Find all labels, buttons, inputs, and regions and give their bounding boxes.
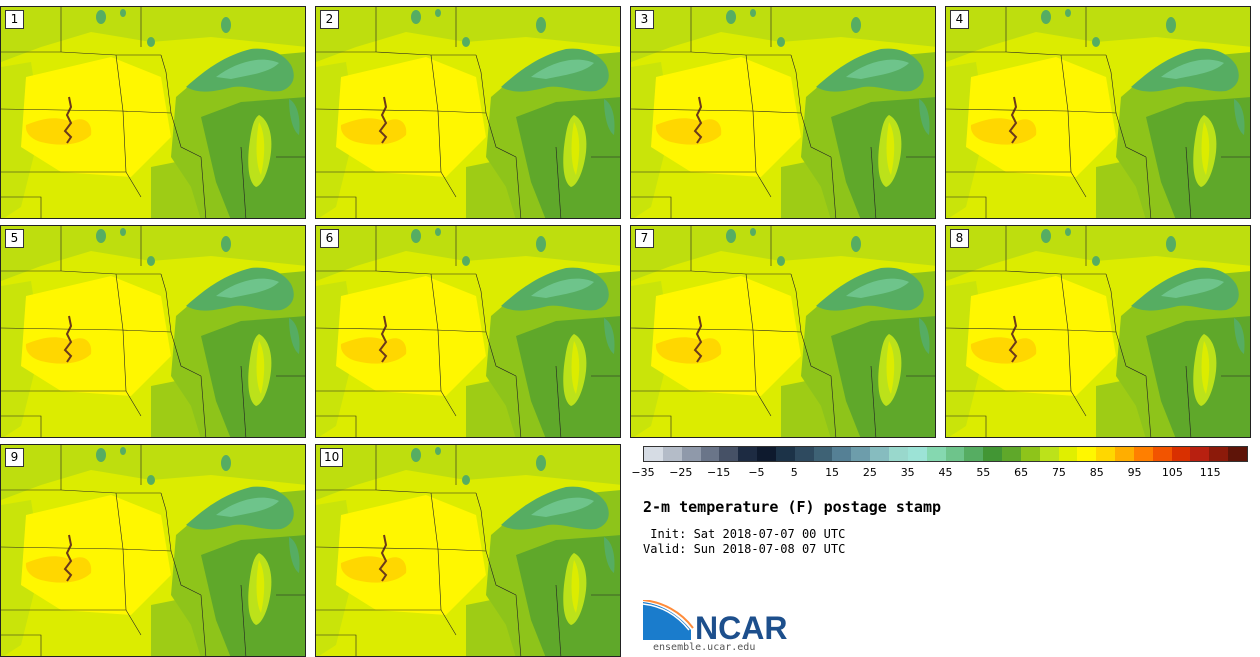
member-panel: 3 bbox=[630, 6, 936, 219]
colorbar-tick-label: 105 bbox=[1161, 466, 1183, 479]
member-label: 2 bbox=[320, 10, 339, 29]
colorbar-swatch bbox=[888, 447, 908, 461]
member-panel: 2 bbox=[315, 6, 621, 219]
map-svg bbox=[1, 226, 305, 437]
colorbar-swatch bbox=[1077, 447, 1097, 461]
member-panel: 7 bbox=[630, 225, 936, 438]
member-panel: 6 bbox=[315, 225, 621, 438]
colorbar-swatch bbox=[644, 447, 663, 461]
colorbar bbox=[643, 446, 1248, 462]
valid-time: Valid: Sun 2018-07-08 07 UTC bbox=[643, 542, 846, 556]
member-label: 8 bbox=[950, 229, 969, 248]
member-label: 7 bbox=[635, 229, 654, 248]
colorbar-swatch bbox=[1115, 447, 1134, 461]
colorbar-tick-label: 55 bbox=[976, 466, 991, 479]
colorbar-tick-label: 15 bbox=[825, 466, 840, 479]
colorbar-swatch bbox=[1152, 447, 1172, 461]
colorbar-tick-label: 95 bbox=[1127, 466, 1142, 479]
colorbar-tick-label: −35 bbox=[631, 466, 655, 479]
colorbar-swatch bbox=[700, 447, 720, 461]
map-svg bbox=[1, 7, 305, 218]
map-svg bbox=[316, 445, 620, 656]
member-panel: 1 bbox=[0, 6, 306, 219]
map-svg bbox=[946, 7, 1250, 218]
colorbar-swatch bbox=[1096, 447, 1116, 461]
colorbar-swatch bbox=[775, 447, 795, 461]
colorbar-tick-label: 25 bbox=[862, 466, 877, 479]
colorbar-swatch bbox=[926, 447, 946, 461]
member-panel: 10 bbox=[315, 444, 621, 657]
member-label: 4 bbox=[950, 10, 969, 29]
colorbar-swatch bbox=[983, 447, 1003, 461]
colorbar-swatch bbox=[1039, 447, 1059, 461]
colorbar-ticks: −35 −25 −15 −5 5 15 25 35 45 55 65 75 85 95 105 115 bbox=[631, 466, 1248, 480]
colorbar-swatch bbox=[681, 447, 701, 461]
map-svg bbox=[631, 226, 935, 437]
member-label: 5 bbox=[5, 229, 24, 248]
colorbar-tick-label: −5 bbox=[748, 466, 765, 479]
colorbar-swatch bbox=[719, 447, 739, 461]
colorbar-swatch bbox=[1058, 447, 1078, 461]
member-panel: 5 bbox=[0, 225, 306, 438]
page-title: 2-m temperature (F) postage stamp bbox=[643, 498, 942, 516]
colorbar-swatch bbox=[832, 447, 852, 461]
colorbar-tick-label: 45 bbox=[938, 466, 953, 479]
logo-text: NCAR bbox=[695, 610, 787, 642]
colorbar-swatch bbox=[1228, 447, 1247, 461]
colorbar-swatch bbox=[870, 447, 889, 461]
colorbar-swatch bbox=[1171, 447, 1191, 461]
member-label: 9 bbox=[5, 448, 24, 467]
colorbar-swatch bbox=[757, 447, 776, 461]
colorbar-swatch bbox=[662, 447, 682, 461]
map-svg bbox=[946, 226, 1250, 437]
map-svg bbox=[316, 226, 620, 437]
colorbar-swatch bbox=[945, 447, 965, 461]
colorbar-tick-label: 5 bbox=[790, 466, 798, 479]
member-panel: 9 bbox=[0, 444, 306, 657]
colorbar-swatch bbox=[1190, 447, 1210, 461]
map-svg bbox=[631, 7, 935, 218]
colorbar-swatch bbox=[1209, 447, 1229, 461]
member-label: 3 bbox=[635, 10, 654, 29]
colorbar-tick-label: 75 bbox=[1051, 466, 1066, 479]
member-label: 6 bbox=[320, 229, 339, 248]
colorbar-swatch bbox=[851, 447, 871, 461]
colorbar-tick-label: −25 bbox=[669, 466, 693, 479]
member-label: 10 bbox=[320, 448, 344, 467]
colorbar-tick-label: 85 bbox=[1089, 466, 1104, 479]
colorbar-swatch bbox=[794, 447, 814, 461]
colorbar-swatch bbox=[907, 447, 927, 461]
colorbar-tick-label: 35 bbox=[900, 466, 915, 479]
colorbar-swatch bbox=[1020, 447, 1040, 461]
logo-url: ensemble.ucar.edu bbox=[653, 642, 756, 653]
map-svg bbox=[1, 445, 305, 656]
ncar-logo: NCAR bbox=[643, 600, 787, 642]
colorbar-swatch bbox=[813, 447, 833, 461]
map-svg bbox=[316, 7, 620, 218]
colorbar-tick-label: 115 bbox=[1199, 466, 1221, 479]
colorbar-swatch bbox=[1133, 447, 1153, 461]
init-time: Init: Sat 2018-07-07 00 UTC bbox=[643, 527, 846, 541]
member-panel: 4 bbox=[945, 6, 1251, 219]
member-panel: 8 bbox=[945, 225, 1251, 438]
colorbar-swatch bbox=[1002, 447, 1021, 461]
colorbar-swatch bbox=[964, 447, 984, 461]
colorbar-tick-label: 65 bbox=[1014, 466, 1029, 479]
colorbar-swatch bbox=[738, 447, 758, 461]
colorbar-tick-label: −15 bbox=[707, 466, 731, 479]
member-label: 1 bbox=[5, 10, 24, 29]
